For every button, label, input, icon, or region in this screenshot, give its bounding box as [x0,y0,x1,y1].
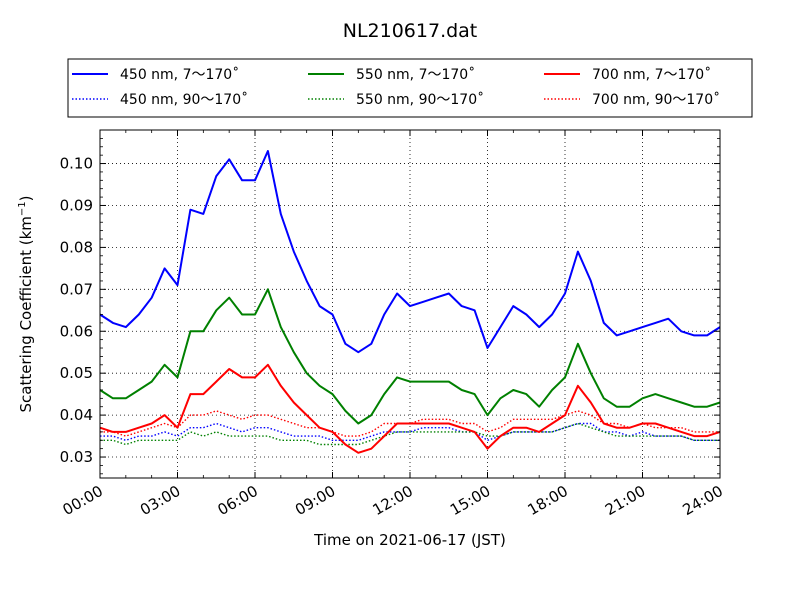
legend-box [67,58,753,118]
series-line [99,363,721,454]
y-tick-label: 0.10 [60,155,93,173]
y-axis-title-tail: ) [17,195,35,201]
legend-label: 700 nm, 90～170˚ [592,91,720,108]
series-line [100,422,720,446]
y-tick-label: 0.07 [60,280,93,298]
grid [100,130,720,478]
chart-title: NL210617.dat [343,20,478,42]
legend-label: 550 nm, 90～170˚ [356,91,484,108]
y-tick-label: 0.06 [60,322,93,340]
series-line [99,150,721,354]
y-tick-label: 0.08 [60,238,93,256]
y-axis-title: Scattering Coefficient (km−1) [17,195,35,412]
series-line [100,422,720,441]
ticks [99,130,721,478]
y-axis-title-main: Scattering Coefficient (km [17,216,35,412]
y-tick-label: 0.09 [60,196,93,214]
y-tick-label: 0.04 [60,406,93,424]
series-layer [99,150,721,454]
x-axis-title: Time on 2021-06-17 (JST) [313,531,506,549]
legend-label: 700 nm, 7～170˚ [592,66,711,83]
y-tick-label: 0.05 [60,364,93,382]
y-tick-label: 0.03 [60,448,93,466]
legend-label: 450 nm, 90～170˚ [120,91,248,108]
legend-label: 450 nm, 7～170˚ [120,66,239,83]
legend: 450 nm, 7～170˚ 550 nm, 7～170˚ 700 nm, 7～17… [67,58,753,118]
y-axis-title-superscript: −1 [17,201,28,216]
legend-label: 550 nm, 7～170˚ [356,66,475,83]
series-line [99,288,721,425]
